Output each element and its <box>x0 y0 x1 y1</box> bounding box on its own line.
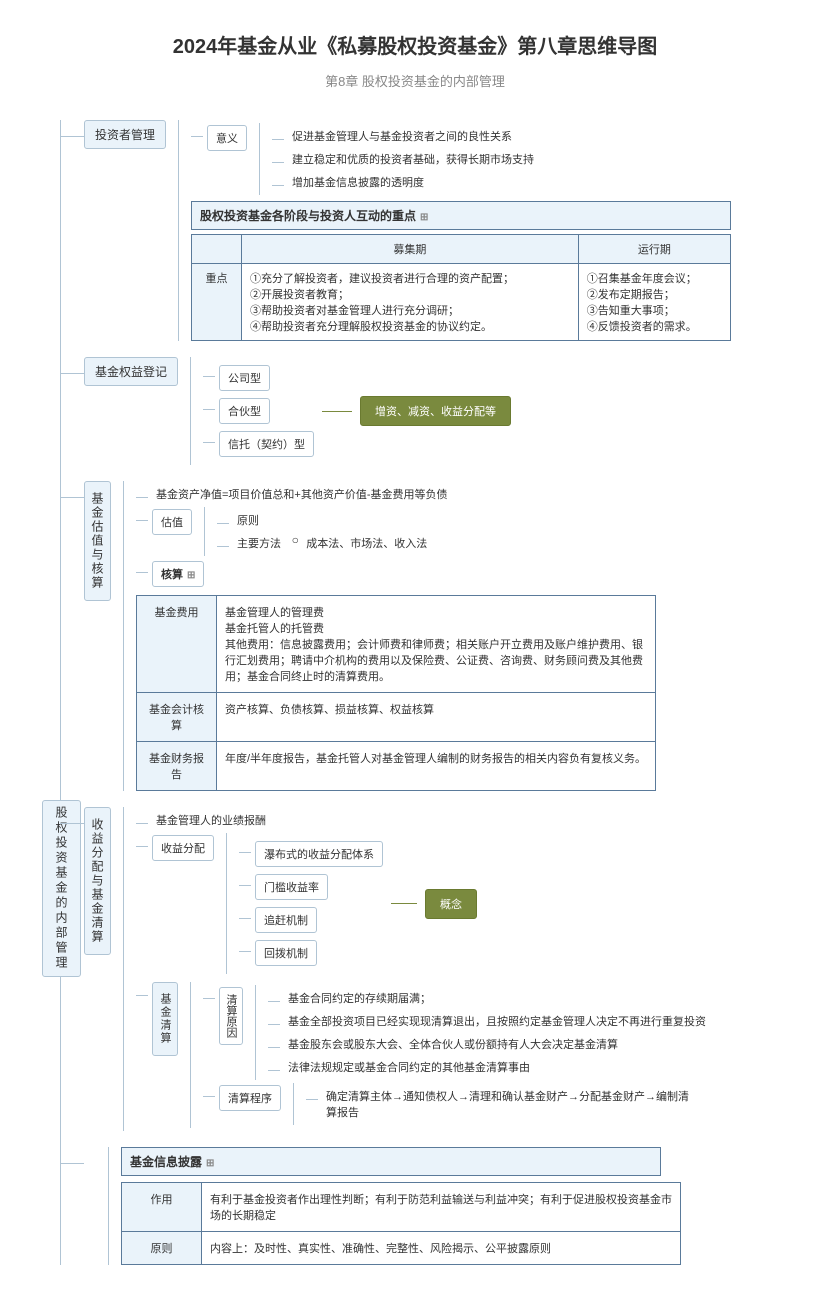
yili-item: 建立稳定和优质的投资者基础，获得长期市场支持 <box>288 149 538 169</box>
row-report-text: 年度/半年度报告，基金托管人对基金管理人编制的财务报告的相关内容负有复核义务。 <box>217 742 656 791</box>
reason-label: 清算原因 <box>219 987 243 1045</box>
row-acct-text: 资产核算、负债核算、损益核算、权益核算 <box>217 693 656 742</box>
fp-item: 门槛收益率 <box>255 874 328 900</box>
methods: 成本法、市场法、收入法 <box>302 533 431 553</box>
expand-icon: ⊞ <box>187 570 195 581</box>
type-trust: 信托（契约）型 <box>219 431 314 457</box>
disc-role-text: 有利于基金投资者作出理性判断；有利于防范利益输送与利益冲突；有利于促进股权投资基… <box>202 1183 681 1232</box>
disc-principle-text: 内容上：及时性、真实性、准确性、完整性、风险揭示、公平披露原则 <box>202 1232 681 1265</box>
green-badge: 增资、减资、收益分配等 <box>360 396 511 426</box>
row-fee-text: 基金管理人的管理费 基金托管人的托管费 其他费用：信息披露费用；会计师费和律师费… <box>217 596 656 693</box>
node-fp: 收益分配 <box>152 835 214 861</box>
reason: 法律法规规定或基金合同约定的其他基金清算事由 <box>284 1057 534 1077</box>
yuanze: 原则 <box>233 510 263 530</box>
row-acct: 基金会计核算 <box>137 693 217 742</box>
row-report: 基金财务报告 <box>137 742 217 791</box>
reason: 基金合同约定的存续期届满； <box>284 988 435 1008</box>
phase-table-title: 股权投资基金各阶段与投资人互动的重点⊞ <box>191 201 731 230</box>
row-fee: 基金费用 <box>137 596 217 693</box>
col-fundraising: 募集期 <box>242 235 579 264</box>
expand-icon: ⊞ <box>206 1158 214 1169</box>
method-label: 主要方法 <box>233 533 285 553</box>
row-label: 重点 <box>192 264 242 341</box>
fp-top: 基金管理人的业绩报酬 <box>152 810 270 830</box>
reason: 基金股东会或股东大会、全体合伙人或份额持有人大会决定基金清算 <box>284 1034 622 1054</box>
fp-item: 回拨机制 <box>255 940 317 966</box>
node-yili: 意义 <box>207 125 247 151</box>
page-title: 2024年基金从业《私募股权投资基金》第八章思维导图 <box>20 30 810 59</box>
branch-distribution: 收益分配与基金清算 基金管理人的业绩报酬 收益分配 瀑布式的收益分配体系 门槛收… <box>60 807 810 1131</box>
type-company: 公司型 <box>219 365 270 391</box>
fp-item: 追赶机制 <box>255 907 317 933</box>
node-investor-mgmt: 投资者管理 <box>84 120 166 149</box>
green-concept: 概念 <box>425 889 477 919</box>
branch-rights-reg: 基金权益登记 公司型 合伙型 信托（契约）型 增资、减资、收益分配等 <box>60 357 810 465</box>
page-subtitle: 第8章 股权投资基金的内部管理 <box>20 71 810 90</box>
node-valuation: 基金估值与核算 <box>84 481 111 601</box>
proc-text: 确定清算主体→通知债权人→清理和确认基金财产→分配基金财产→编制清算报告 <box>322 1086 702 1122</box>
mindmap: 股权投资基金的内部管理 投资者管理 意义 促进基金管理人与基金投资者之间的良性关… <box>60 120 810 1265</box>
yili-item: 促进基金管理人与基金投资者之间的良性关系 <box>288 126 516 146</box>
node-guzhi: 估值 <box>152 509 192 535</box>
node-qs: 基金清算 <box>152 982 178 1056</box>
cell-operation: ①召集基金年度会议； ②发布定期报告； ③告知重大事项； ④反馈投资者的需求。 <box>578 264 730 341</box>
branch-valuation: 基金估值与核算 基金资产净值=项目价值总和+其他资产价值-基金费用等负债 估值 … <box>60 481 810 791</box>
disclosure-title: 基金信息披露⊞ <box>121 1147 661 1176</box>
disc-role: 作用 <box>122 1183 202 1232</box>
nav-formula: 基金资产净值=项目价值总和+其他资产价值-基金费用等负债 <box>152 484 452 504</box>
proc-label: 清算程序 <box>219 1085 281 1111</box>
col-operation: 运行期 <box>578 235 730 264</box>
expand-icon: ⊞ <box>420 212 428 223</box>
cell-fundraising: ①充分了解投资者，建议投资者进行合理的资产配置； ②开展投资者教育； ③帮助投资… <box>242 264 579 341</box>
branch-investor-mgmt: 投资者管理 意义 促进基金管理人与基金投资者之间的良性关系 建立稳定和优质的投资… <box>60 120 810 341</box>
disc-principle: 原则 <box>122 1232 202 1265</box>
node-distribution: 收益分配与基金清算 <box>84 807 111 955</box>
reason: 基金全部投资项目已经实现现清算退出，且按照约定基金管理人决定不再进行重复投资 <box>284 1011 710 1031</box>
yili-item: 增加基金信息披露的透明度 <box>288 172 428 192</box>
accounting-table: 基金费用基金管理人的管理费 基金托管人的托管费 其他费用：信息披露费用；会计师费… <box>136 595 656 791</box>
node-rights-reg: 基金权益登记 <box>84 357 178 386</box>
disclosure-table: 作用有利于基金投资者作出理性判断；有利于防范利益输送与利益冲突；有利于促进股权投… <box>121 1182 681 1265</box>
branch-disclosure: 基金信息披露⊞ 作用有利于基金投资者作出理性判断；有利于防范利益输送与利益冲突；… <box>60 1147 810 1265</box>
fp-item: 瀑布式的收益分配体系 <box>255 841 383 867</box>
phase-table: 募集期运行期 重点 ①充分了解投资者，建议投资者进行合理的资产配置； ②开展投资… <box>191 234 731 341</box>
node-hesuan: 核算⊞ <box>152 561 204 587</box>
type-partner: 合伙型 <box>219 398 270 424</box>
